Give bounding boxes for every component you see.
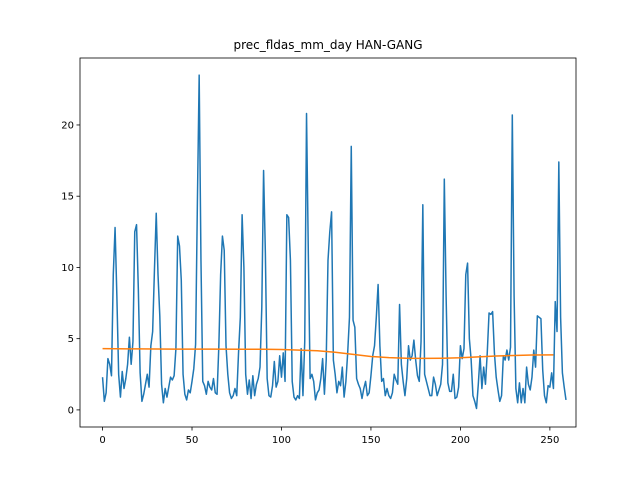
y-tick-label: 10: [61, 263, 74, 274]
plot-background: [80, 58, 576, 427]
x-axis: 0 50 100 150 200 250: [99, 427, 559, 446]
y-axis: 0 5 10 15 20: [61, 120, 80, 416]
plot-frame: [79, 57, 577, 428]
y-tick-label: 0: [68, 405, 74, 416]
x-tick-label: 150: [361, 435, 380, 446]
x-tick-label: 50: [186, 435, 199, 446]
x-tick-label: 100: [272, 435, 291, 446]
y-tick-label: 20: [61, 120, 74, 131]
series-layer: [101, 74, 567, 410]
series-line-2: [102, 347, 554, 360]
x-tick-label: 250: [540, 435, 559, 446]
y-tick-label: 15: [61, 192, 74, 203]
chart-title: prec_fldas_mm_day HAN-GANG: [233, 38, 422, 52]
series-line-1: [101, 74, 567, 410]
y-tick-label: 5: [68, 334, 74, 345]
plot-area: [79, 57, 577, 428]
x-tick-label: 0: [99, 435, 105, 446]
x-tick-label: 200: [451, 435, 470, 446]
